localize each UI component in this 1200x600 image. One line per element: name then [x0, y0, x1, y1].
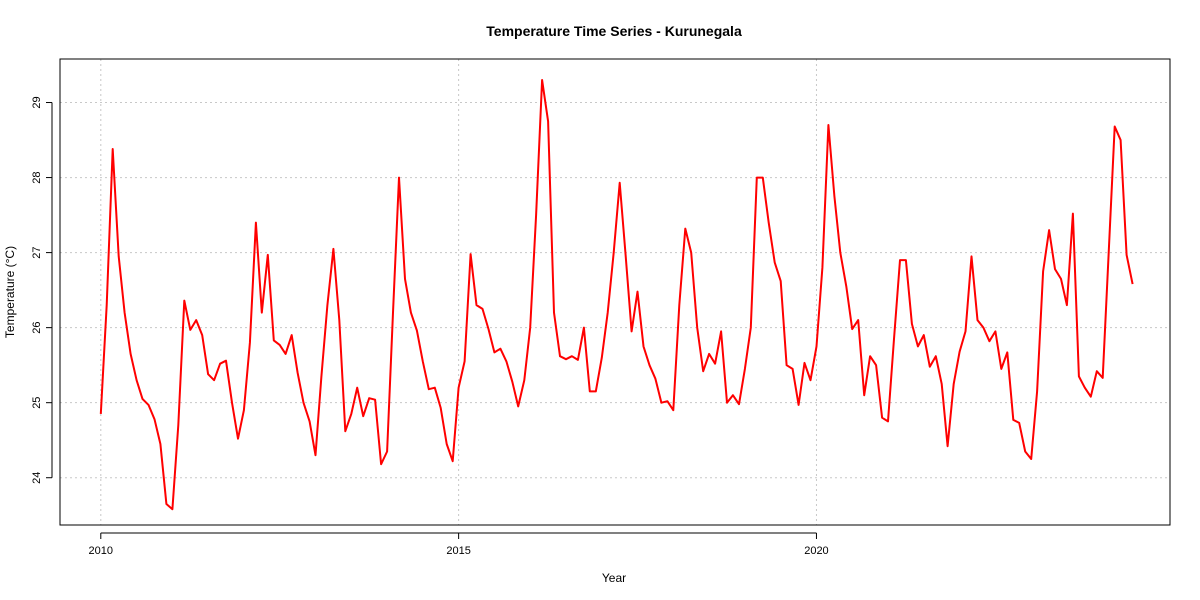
plot-frame [59, 58, 1171, 526]
x-axis-label: Year [602, 571, 626, 585]
y-tick-label-24: 24 [31, 472, 43, 484]
y-tick-label-26: 26 [31, 322, 43, 334]
y-tick-label-25: 25 [31, 397, 43, 409]
y-tick-label-27: 27 [31, 246, 43, 258]
y-axis: 24 25 26 27 28 29 [31, 96, 53, 484]
chart-title: Temperature Time Series - Kurunegala [486, 23, 742, 39]
x-tick-label-2020: 2020 [804, 545, 828, 557]
y-axis-label: Temperature (°C) [3, 246, 17, 338]
y-tick-label-29: 29 [31, 96, 43, 108]
x-tick-label-2015: 2015 [446, 545, 470, 557]
x-axis: 2010 2015 2020 [89, 532, 829, 557]
temperature-series-line [99, 79, 1134, 511]
y-tick-label-28: 28 [31, 171, 43, 183]
x-tick-label-2010: 2010 [89, 545, 113, 557]
gridlines [60, 59, 1170, 525]
